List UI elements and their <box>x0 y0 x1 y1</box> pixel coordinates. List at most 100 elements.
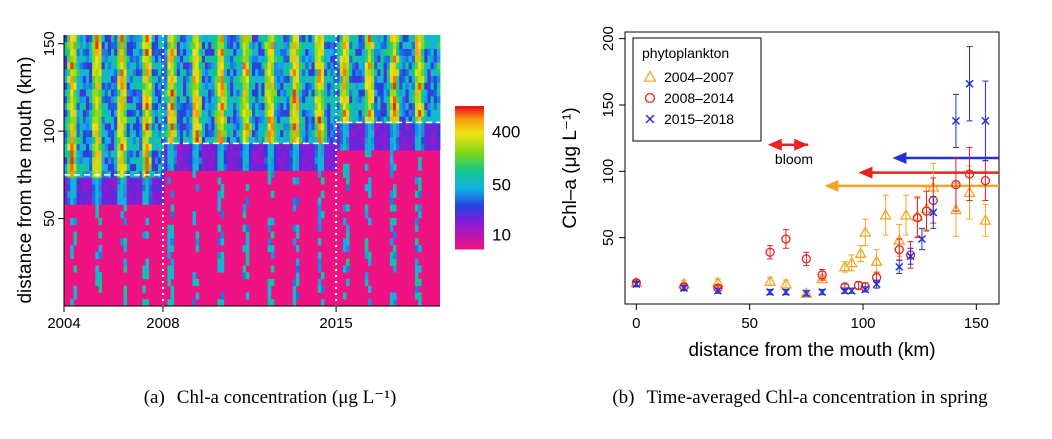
heatmap-cell <box>120 75 124 83</box>
heatmap-cell <box>339 82 344 90</box>
heatmap-cell <box>67 95 71 104</box>
heatmap-cell <box>85 170 90 178</box>
heatmap-cell <box>418 184 422 192</box>
heatmap-cell <box>364 41 369 49</box>
heatmap-cell <box>267 48 272 56</box>
colorbar-segment <box>455 139 484 143</box>
heatmap-cell <box>248 75 253 83</box>
heatmap-cell <box>367 48 372 56</box>
heatmap-cell <box>167 123 171 131</box>
heatmap-cell <box>154 150 159 158</box>
bloom-arrow-head <box>767 138 782 151</box>
heatmap-cell <box>361 62 366 70</box>
heatmap-cell <box>367 102 372 110</box>
heatmap-cell <box>411 143 416 151</box>
heatmap-cell <box>117 163 121 171</box>
heatmap-cell <box>92 143 96 151</box>
heatmap-cell <box>402 95 406 104</box>
heatmap-cell <box>386 109 391 117</box>
data-point-stroke <box>847 286 856 295</box>
heatmap-cell <box>267 156 272 165</box>
heatmap-cell <box>198 68 203 77</box>
heatmap-cell <box>117 95 121 104</box>
heatmap-cell <box>76 75 81 83</box>
colorbar-segment <box>455 189 484 193</box>
heatmap-cell <box>167 231 171 239</box>
heatmap-cell <box>355 48 359 56</box>
heatmap-cell <box>245 143 250 151</box>
heatmap-cell <box>248 95 253 104</box>
heatmap-cell <box>154 197 159 205</box>
data-point <box>840 286 849 295</box>
heatmap-cell <box>330 82 334 90</box>
heatmap-cell <box>261 55 265 63</box>
heatmap-cell <box>364 163 369 171</box>
heatmap-cell <box>95 197 99 205</box>
heatmap-cell <box>189 95 193 104</box>
heatmap-cell <box>129 116 134 124</box>
colorbar-segment <box>455 201 484 205</box>
heatmap-cell <box>192 211 196 219</box>
heatmap-cell <box>258 102 262 110</box>
heatmap-cell <box>233 156 237 165</box>
heatmap-cell <box>273 123 278 131</box>
heatmap-cell <box>280 48 284 56</box>
heatmap-cell <box>136 89 140 97</box>
heatmap-cell <box>98 48 102 56</box>
heatmap-cell <box>136 129 140 138</box>
heatmap-cell <box>289 41 294 49</box>
heatmap-cell <box>248 102 253 110</box>
heatmap-cell <box>220 211 225 219</box>
heatmap-cell <box>330 68 334 77</box>
heatmap-cell <box>70 184 74 192</box>
heatmap-cell <box>208 35 212 43</box>
heatmap-cell <box>248 89 253 97</box>
heatmap-cell <box>145 116 149 124</box>
colorbar-segment <box>455 246 484 250</box>
heatmap-cell <box>330 156 334 165</box>
heatmap-cell <box>217 177 222 185</box>
heatmap-cell <box>126 184 131 192</box>
heatmap-cell <box>252 102 256 110</box>
heatmap-cell <box>101 184 106 192</box>
heatmap-cell <box>183 129 187 138</box>
heatmap-cell <box>148 62 153 70</box>
heatmap-cell <box>393 143 397 151</box>
heatmap-cell <box>220 116 225 124</box>
heatmap-cell <box>167 272 171 280</box>
heatmap-cell <box>248 163 253 171</box>
heatmap-cell <box>389 48 394 56</box>
heatmap-cell <box>364 82 369 90</box>
heatmap-cell <box>142 55 146 63</box>
heatmap-cell <box>173 75 178 83</box>
heatmap-cell <box>230 143 234 151</box>
heatmap-cell <box>336 136 341 144</box>
heatmap-cell <box>198 75 203 83</box>
heatmap-cell <box>64 170 68 178</box>
heatmap-cell <box>145 82 149 90</box>
heatmap-cell <box>280 62 284 70</box>
heatmap-cell <box>317 156 322 165</box>
heatmap-cell <box>320 123 325 131</box>
heatmap-cell <box>64 95 68 104</box>
heatmap-cell <box>101 82 106 90</box>
heatmap-cell <box>364 238 369 246</box>
data-point <box>679 284 688 293</box>
heatmap-cell <box>339 75 344 83</box>
heatmap-cell <box>98 89 102 97</box>
heatmap-cell <box>311 41 316 49</box>
heatmap-cell <box>132 102 137 110</box>
heatmap-cell <box>233 75 237 83</box>
heatmap-cell <box>114 197 118 205</box>
heatmap-cell <box>85 163 90 171</box>
heatmap-cell <box>117 116 121 124</box>
heatmap-cell <box>273 150 278 158</box>
heatmap-cell <box>126 62 131 70</box>
heatmap-cell <box>405 68 410 77</box>
heatmap-cell <box>355 35 359 43</box>
heatmap-cell <box>98 272 102 280</box>
heatmap-cell <box>176 116 181 124</box>
heatmap-cell <box>89 41 93 49</box>
heatmap-cell <box>405 129 410 138</box>
heatmap-cell <box>245 251 250 259</box>
